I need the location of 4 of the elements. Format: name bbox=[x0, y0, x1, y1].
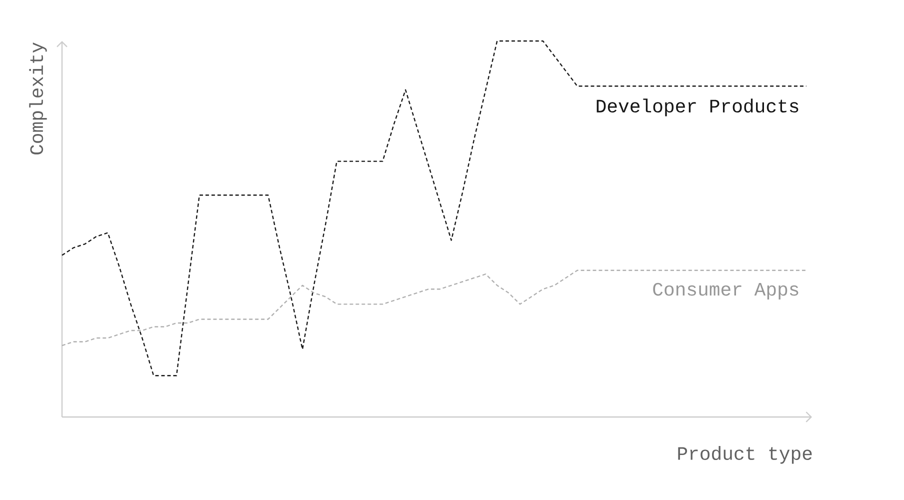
x-axis-title: Product type bbox=[678, 446, 812, 464]
series-label: Consumer Apps bbox=[653, 282, 798, 300]
series-label: Developer Products bbox=[596, 98, 798, 116]
y-axis-title: Complexity bbox=[29, 42, 47, 154]
